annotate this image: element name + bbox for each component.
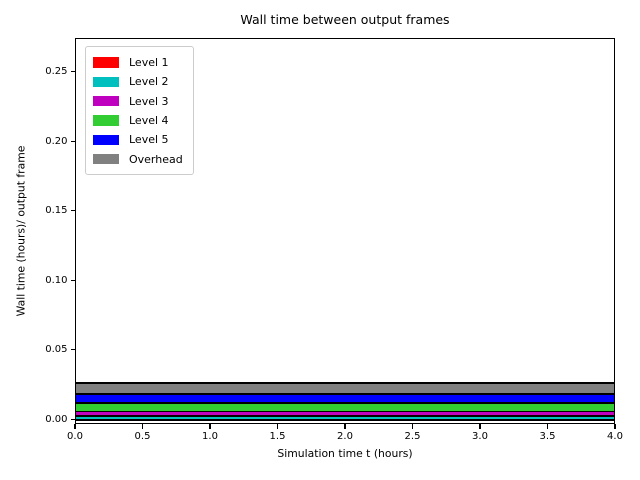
- legend-swatch-icon: [93, 134, 119, 146]
- x-tick-mark: [344, 424, 346, 429]
- legend-label: Level 2: [129, 75, 169, 89]
- legend-swatch-icon: [93, 153, 119, 165]
- y-tick-label: 0.15: [45, 205, 68, 217]
- y-tick-mark: [70, 279, 75, 281]
- x-tick-label: 1.5: [269, 431, 286, 442]
- x-tick-label: 3.0: [472, 431, 488, 442]
- stack-band-edge: [76, 418, 614, 421]
- stack-band-edge: [76, 410, 614, 413]
- x-tick-mark: [614, 424, 616, 429]
- x-tick-label: 0.0: [67, 431, 83, 442]
- legend-swatch-icon: [93, 95, 119, 107]
- stack-band-level-5: [76, 393, 614, 403]
- y-tick-label: 0.05: [45, 344, 68, 356]
- y-tick-mark: [70, 140, 75, 142]
- chart-title: Wall time between output frames: [240, 12, 450, 27]
- legend-label: Overhead: [129, 152, 183, 166]
- legend-swatch-icon: [93, 76, 119, 88]
- stack-band-edge: [76, 382, 614, 385]
- legend-item: Level 4: [93, 111, 183, 130]
- y-tick-label: 0.20: [45, 135, 68, 147]
- x-tick-mark: [411, 424, 414, 429]
- x-tick-label: 2.0: [337, 431, 353, 442]
- x-tick-label: 1.0: [202, 431, 218, 442]
- legend-swatch-icon: [93, 57, 119, 68]
- x-tick-label: 2.5: [404, 431, 421, 442]
- stack-band-level-2: [76, 416, 614, 420]
- stack-band-level-3: [76, 411, 614, 417]
- y-tick-mark: [70, 349, 75, 351]
- y-tick-mark: [70, 418, 75, 420]
- legend-item: Level 3: [93, 92, 183, 111]
- plot-area: Level 1 Level 2 Level 3 Level 4 Level 5 Overh…: [75, 38, 615, 424]
- stack-band-overhead: [76, 383, 614, 394]
- y-tick-mark: [70, 71, 75, 73]
- x-tick-label: 0.5: [134, 431, 151, 442]
- stack-band-edge: [76, 392, 614, 395]
- x-axis-label: Simulation time t (hours): [277, 447, 413, 460]
- y-tick-label: 0.00: [45, 413, 68, 425]
- y-tick-label: 0.10: [45, 274, 68, 286]
- stack-band-level-4: [76, 402, 614, 412]
- x-tick-mark: [209, 424, 211, 429]
- y-tick-mark: [70, 210, 75, 212]
- legend-label: Level 1: [129, 56, 169, 70]
- legend-item: Overhead: [93, 149, 183, 168]
- legend-label: Level 5: [129, 133, 169, 147]
- stack-band-edge: [76, 401, 614, 404]
- x-tick-label: 4.0: [607, 431, 623, 442]
- y-axis-label: Wall time (hours)/ output frame: [14, 145, 28, 317]
- legend-swatch-icon: [93, 115, 119, 126]
- legend-box: Level 1 Level 2 Level 3 Level 4 Level 5 Overh…: [85, 46, 194, 175]
- legend-label: Level 3: [129, 94, 169, 108]
- legend-item: Level 2: [93, 72, 183, 91]
- x-tick-mark: [479, 424, 481, 429]
- x-tick-mark: [546, 424, 549, 429]
- y-tick-label: 0.25: [45, 66, 68, 78]
- x-tick-label: 3.5: [539, 431, 556, 442]
- x-tick-mark: [74, 424, 76, 429]
- legend-item: Level 5: [93, 130, 183, 149]
- legend-item: Level 1: [93, 53, 183, 72]
- x-tick-mark: [276, 424, 279, 429]
- stack-band-edge: [76, 415, 614, 418]
- legend-label: Level 4: [129, 114, 169, 128]
- x-tick-mark: [141, 424, 144, 429]
